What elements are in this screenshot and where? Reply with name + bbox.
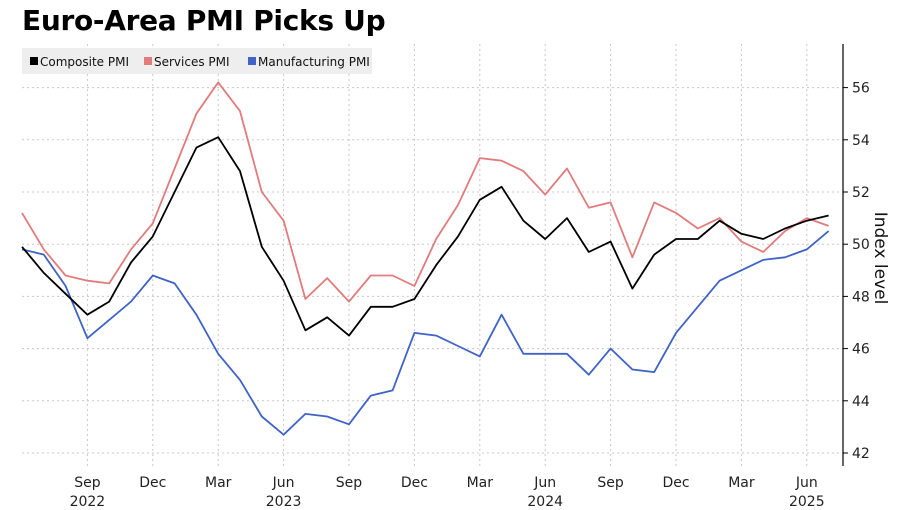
y-axis: 42 44 46 48 50 52 54 56 (842, 44, 870, 466)
series-line-composite-pmi (21, 136, 829, 337)
series-lines (21, 81, 830, 436)
chart-title: Euro-Area PMI Picks Up (22, 4, 386, 37)
x-axis: Sep Dec Mar Jun Sep Dec Mar Jun Sep Dec Mar Jun 2022… (70, 475, 825, 510)
x-tick-label: Dec (662, 475, 689, 491)
x-year-label: 2025 (789, 494, 825, 510)
legend: Composite PMI Services PMI Manufacturing P… (22, 48, 372, 74)
legend-label: Manufacturing PMI (258, 55, 370, 69)
legend-swatch (248, 57, 256, 65)
x-tick-label: Mar (467, 475, 494, 491)
x-year-label: 2024 (527, 494, 563, 510)
x-tick-label: Dec (139, 475, 166, 491)
x-tick-label: Jun (533, 475, 556, 491)
grid-lines (22, 44, 843, 466)
y-tick-label: 50 (852, 237, 870, 253)
legend-label: Composite PMI (40, 55, 129, 69)
y-tick-label: 42 (852, 446, 870, 462)
legend-swatch (30, 57, 38, 65)
legend-label: Services PMI (154, 55, 230, 69)
series-line-services-pmi (21, 81, 829, 303)
x-tick-label: Jun (272, 475, 295, 491)
x-tick-label: Mar (205, 475, 232, 491)
y-tick-label: 44 (852, 394, 870, 410)
x-tick-label: Sep (336, 475, 363, 491)
x-year-label: 2022 (70, 494, 106, 510)
x-tick-label: Mar (728, 475, 755, 491)
y-tick-label: 48 (852, 289, 870, 305)
y-axis-label: Index level (870, 212, 890, 305)
y-tick-label: 52 (852, 185, 870, 201)
y-tick-label: 56 (852, 81, 870, 97)
y-tick-label: 46 (852, 342, 870, 358)
x-tick-label: Dec (401, 475, 428, 491)
y-tick-label: 54 (852, 133, 870, 149)
legend-background (22, 48, 372, 74)
series-line-manufacturing-pmi (21, 230, 830, 436)
x-year-label: 2023 (266, 494, 302, 510)
x-tick-label: Sep (74, 475, 101, 491)
legend-swatch (144, 57, 152, 65)
x-tick-label: Jun (795, 475, 818, 491)
x-tick-label: Sep (597, 475, 624, 491)
